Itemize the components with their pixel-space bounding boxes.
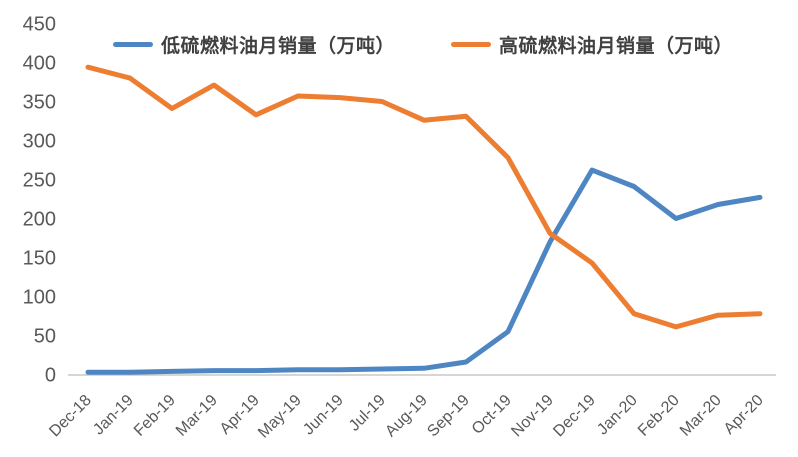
- x-axis-tick-label: Feb-20: [635, 392, 683, 440]
- legend-swatch-low-sulfur: [113, 42, 153, 47]
- series-line-low-sulfur: [85, 167, 763, 375]
- legend-label-high-sulfur: 高硫燃料油月销量（万吨）: [499, 36, 734, 57]
- y-axis-tick-label: 250: [23, 170, 56, 192]
- x-axis-tick-label: Oct-19: [469, 392, 515, 438]
- x-axis-tick-label: Mar-19: [173, 392, 221, 440]
- y-axis-tick-label: 50: [34, 326, 56, 348]
- legend-label-low-sulfur: 低硫燃料油月销量（万吨）: [161, 36, 396, 57]
- x-axis-tick-label: Mar-20: [677, 392, 725, 440]
- x-axis-tick-label: Jan-20: [594, 392, 641, 439]
- series-lines: [85, 64, 763, 375]
- series-line-high-sulfur: [85, 64, 763, 330]
- y-axis-labels: 0 50 100 150 200 250 300 350 400 450: [23, 14, 56, 387]
- legend-item-high-sulfur: 高硫燃料油月销量（万吨）: [451, 31, 733, 58]
- y-axis-tick-label: 450: [23, 14, 56, 36]
- x-axis-tick-label: Aug-19: [382, 392, 431, 441]
- y-axis-tick-label: 300: [23, 131, 56, 153]
- legend-item-low-sulfur: 低硫燃料油月销量（万吨）: [113, 31, 395, 58]
- legend-swatch-high-sulfur: [451, 42, 492, 47]
- chart-legend: 低硫燃料油月销量（万吨） 高硫燃料油月销量（万吨）: [113, 31, 733, 58]
- x-axis-tick-label: May-19: [255, 392, 305, 442]
- x-axis-tick-label: Feb-19: [131, 392, 179, 440]
- x-axis-tick-label: Apr-20: [721, 392, 767, 438]
- y-axis-tick-label: 0: [45, 365, 56, 387]
- y-axis-tick-label: 150: [23, 248, 56, 270]
- x-axis-tick-label: Nov-19: [508, 392, 557, 441]
- y-axis-tick-label: 200: [23, 209, 56, 231]
- y-axis-tick-label: 400: [23, 53, 56, 75]
- y-axis-tick-label: 350: [23, 92, 56, 114]
- x-axis-tick-label: Dec-19: [550, 392, 599, 441]
- x-axis-tick-label: Jan-19: [90, 392, 137, 439]
- x-axis-labels: Dec-18Jan-19Feb-19Mar-19Apr-19May-19Jun-…: [46, 392, 767, 442]
- x-axis-tick-label: Jun-19: [300, 392, 347, 439]
- x-axis-tick-label: Dec-18: [46, 392, 95, 441]
- y-axis-tick-label: 100: [23, 287, 56, 309]
- x-axis-tick-label: Sep-19: [424, 392, 473, 441]
